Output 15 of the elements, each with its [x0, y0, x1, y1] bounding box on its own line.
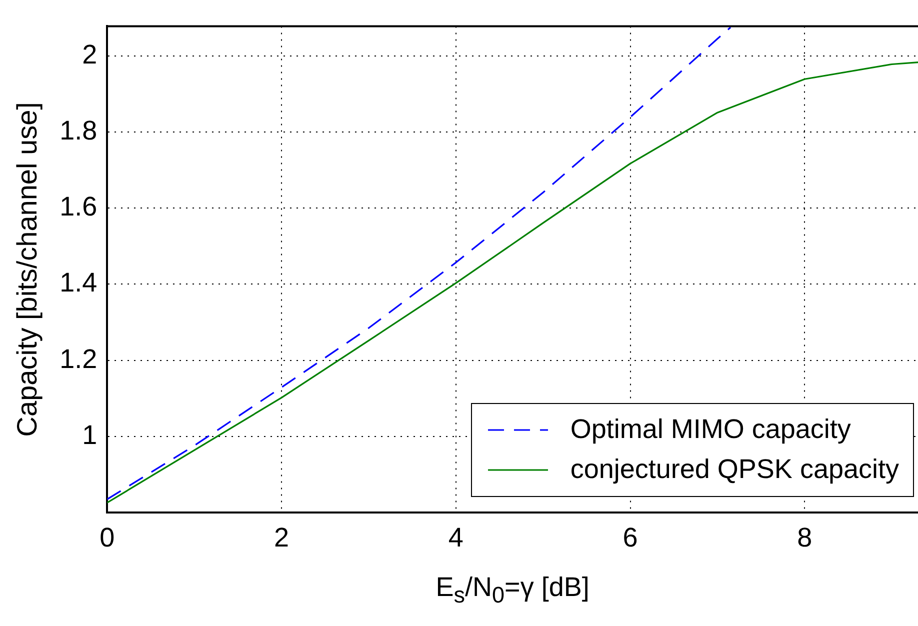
y-tick-label: 1.8	[60, 115, 98, 146]
x-tick-label: 4	[448, 522, 464, 552]
y-tick-label: 1	[82, 420, 98, 450]
x-axis-title: E$_{s}$/N$_{0}$=γ [dB]	[434, 572, 590, 608]
legend-label: Optimal MIMO capacity	[570, 414, 851, 446]
y-tick-label: 1.6	[60, 192, 98, 222]
x-tick-label: 8	[797, 522, 812, 552]
y-tick-label: 1.4	[60, 268, 98, 298]
y-tick-label: 1.2	[60, 344, 98, 374]
x-tick-label: 2	[274, 522, 290, 552]
y-axis-title: Capacity [bits/channel use]	[12, 102, 43, 437]
x-tick-label: 0	[100, 522, 115, 552]
y-tick-label: 2	[82, 39, 98, 70]
x-tick-label: 6	[622, 522, 638, 552]
legend-label: conjectured QPSK capacity	[570, 454, 899, 486]
